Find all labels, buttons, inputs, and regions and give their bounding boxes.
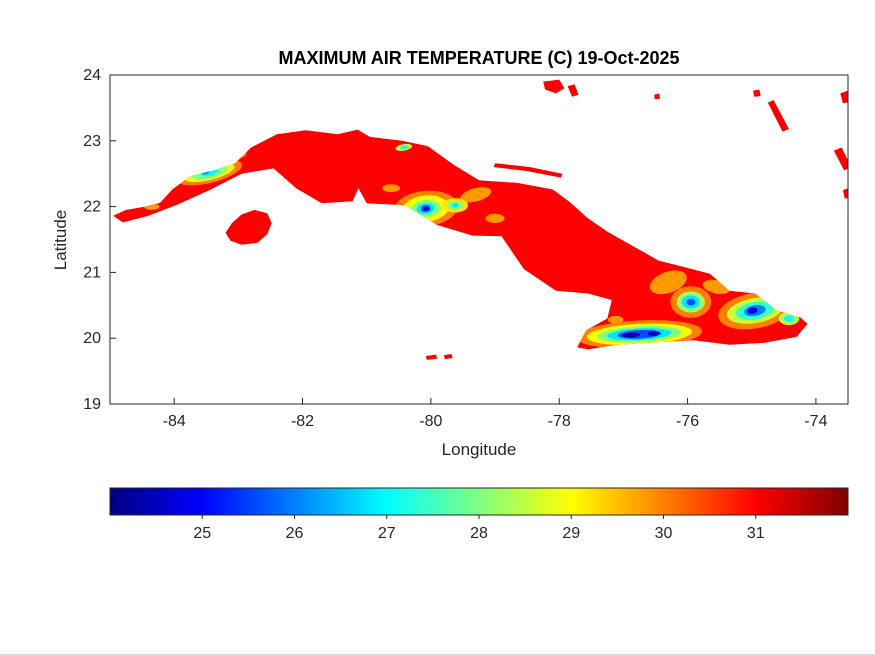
warm-patch — [382, 184, 401, 193]
x-tick-label: -74 — [804, 413, 827, 430]
cuba-landmass — [113, 129, 808, 350]
x-tick-label: -80 — [419, 413, 442, 430]
window-edge — [0, 654, 875, 656]
small-island — [425, 354, 438, 360]
y-tick-label: 22 — [83, 199, 101, 216]
y-tick-label: 19 — [83, 396, 101, 413]
small-island — [493, 163, 563, 178]
cool-region-east-tip — [783, 315, 795, 322]
x-tick-label: -78 — [548, 413, 571, 430]
warm-patch — [460, 187, 492, 203]
colorbar-tick-label: 29 — [562, 525, 580, 542]
cool-region-escambray — [423, 206, 428, 211]
y-tick-label: 24 — [83, 67, 101, 84]
small-island — [840, 90, 848, 104]
colorbar-tick-label: 26 — [286, 525, 304, 542]
chart-title: MAXIMUM AIR TEMPERATURE (C) 19-Oct-2025 — [278, 48, 680, 68]
x-tick-label: -82 — [291, 413, 314, 430]
warm-patch — [144, 203, 160, 210]
y-tick-label: 21 — [83, 264, 101, 281]
x-tick-label: -76 — [676, 413, 699, 430]
small-island — [567, 84, 579, 97]
small-island — [833, 147, 848, 171]
small-island — [753, 89, 761, 97]
y-tick-label: 20 — [83, 330, 101, 347]
colorbar-tick-label: 25 — [193, 525, 211, 542]
warm-patch — [649, 270, 687, 295]
x-tick-label: -84 — [163, 413, 186, 430]
small-island — [842, 188, 848, 199]
colorbar-tick-label: 31 — [747, 525, 765, 542]
warm-patch — [485, 213, 505, 223]
small-island — [443, 354, 453, 360]
cool-region-north-coast-wetland — [400, 145, 408, 150]
cool-region-sierra-maestra — [647, 331, 660, 336]
cool-region-sierra-cristal — [686, 298, 696, 306]
colorbar-tick-label: 27 — [378, 525, 396, 542]
colorbar — [109, 487, 849, 516]
warm-patch — [608, 315, 624, 324]
colorbar-tick-label: 30 — [655, 525, 673, 542]
axes-box — [109, 74, 849, 405]
small-island — [767, 100, 789, 132]
cool-region-sagua-baracoa — [747, 307, 758, 314]
map-layer — [113, 79, 848, 360]
y-tick-label: 23 — [83, 133, 101, 150]
cool-region-escambray-east — [452, 203, 459, 208]
x-axis-label: Longitude — [441, 440, 517, 459]
small-island — [654, 93, 660, 100]
small-island — [543, 79, 565, 94]
cool-region-sierra-maestra — [622, 332, 641, 338]
colorbar-tick-label: 28 — [470, 525, 488, 542]
isla-de-la-juventud — [225, 209, 272, 245]
